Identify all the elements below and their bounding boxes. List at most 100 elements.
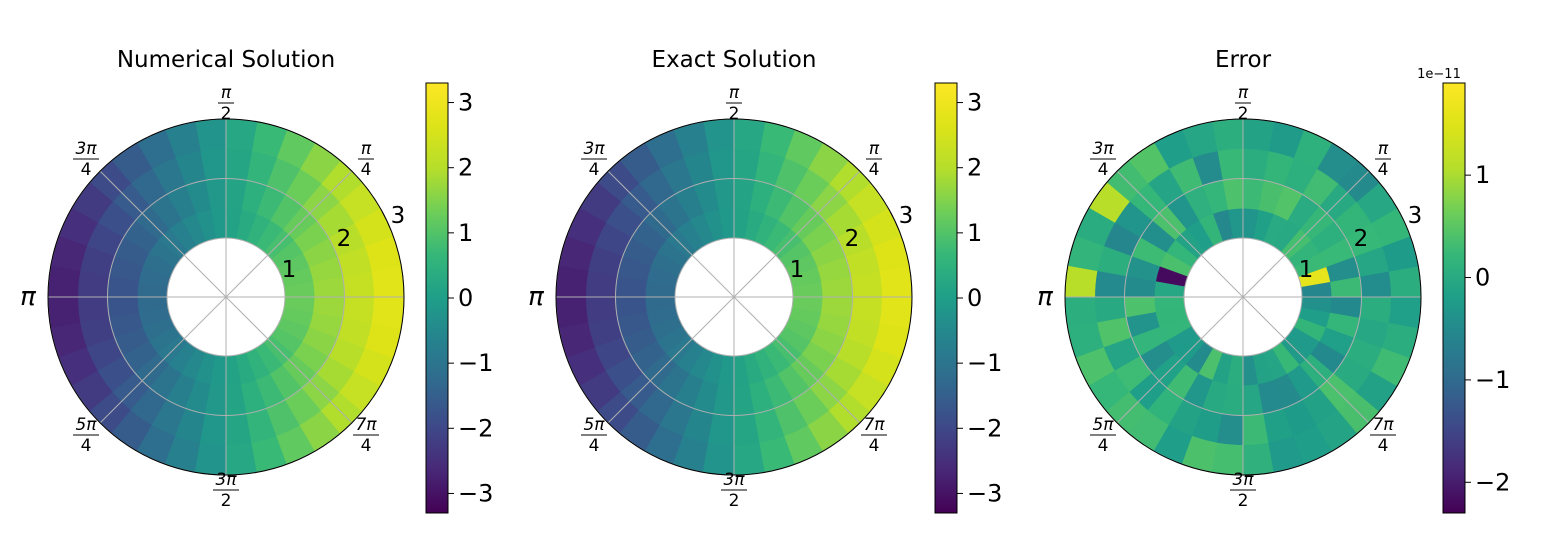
colorbar-tick-label: 1 bbox=[458, 219, 473, 247]
colorbar-tick-label: −3 bbox=[458, 479, 493, 507]
svg-text:3π: 3π bbox=[723, 470, 745, 490]
svg-text:π: π bbox=[729, 83, 740, 103]
polar-plot: 1 2 3 π π 2 π 4 3π 4 bbox=[20, 83, 405, 511]
svg-text:π: π bbox=[869, 139, 880, 159]
svg-text:5π: 5π bbox=[1092, 415, 1114, 435]
angular-grid-line bbox=[225, 170, 353, 298]
angular-grid-line bbox=[607, 170, 735, 298]
radial-tick-label: 3 bbox=[391, 203, 406, 229]
colorbar-tick-label: 3 bbox=[458, 89, 473, 117]
angular-grid-line bbox=[733, 170, 861, 298]
theta-label-3pi-over-4: 3π 4 bbox=[1090, 139, 1116, 180]
heatmap-cells bbox=[555, 118, 913, 476]
polar-grid bbox=[47, 118, 405, 476]
colorbar: 1e−11 1 0 −1 −2 bbox=[1417, 67, 1510, 514]
svg-text:3π: 3π bbox=[75, 139, 97, 159]
colorbar-gradient bbox=[425, 82, 449, 514]
panel-error: Error 1 2 3 π π 2 π 4 bbox=[1037, 47, 1510, 514]
panel-numerical: Numerical Solution 1 2 3 π π 2 π bbox=[20, 47, 493, 514]
radial-tick-label: 2 bbox=[845, 226, 860, 252]
theta-label-7pi-over-4: 7π 4 bbox=[861, 415, 887, 456]
svg-text:5π: 5π bbox=[75, 415, 97, 435]
theta-label-3pi-over-4: 3π 4 bbox=[73, 139, 99, 180]
svg-text:2: 2 bbox=[729, 491, 740, 511]
radial-tick-label: 2 bbox=[337, 226, 352, 252]
colorbar-tick-label: 3 bbox=[967, 89, 982, 117]
heatmap-cell bbox=[1388, 265, 1422, 298]
polar-frame bbox=[1064, 118, 1422, 476]
polar-plot: 1 2 3 π π 2 π 4 3π 4 bbox=[528, 83, 913, 511]
colorbar-tick-label: 0 bbox=[458, 284, 473, 312]
angular-grid-line bbox=[1116, 170, 1244, 298]
polar-grid bbox=[555, 118, 913, 476]
angular-grid-line bbox=[1242, 170, 1370, 298]
theta-label-7pi-over-4: 7π 4 bbox=[353, 415, 379, 456]
colorbar-ticks: 3 2 1 0 −1 −2 −3 bbox=[448, 89, 493, 507]
svg-text:4: 4 bbox=[361, 436, 372, 456]
svg-text:4: 4 bbox=[81, 436, 92, 456]
colorbar-tick-label: −3 bbox=[967, 479, 1002, 507]
theta-label-3pi-over-2: 3π 2 bbox=[213, 470, 239, 511]
theta-label-5pi-over-4: 5π 4 bbox=[73, 415, 99, 456]
angular-grid-line bbox=[99, 296, 227, 424]
colorbar-tick-label: −2 bbox=[1475, 468, 1510, 496]
panel-title: Exact Solution bbox=[652, 47, 817, 73]
colorbar-ticks: 1 0 −1 −2 bbox=[1465, 161, 1510, 496]
polar-plot: 1 2 3 π π 2 π 4 3π 4 bbox=[1037, 83, 1422, 511]
colorbar-tick-label: −2 bbox=[967, 414, 1002, 442]
radial-tick-label: 3 bbox=[1408, 203, 1423, 229]
polar-grid bbox=[1064, 118, 1422, 476]
theta-label-pi: π bbox=[528, 282, 544, 312]
svg-text:π: π bbox=[361, 139, 372, 159]
colorbar-tick-label: 0 bbox=[1475, 264, 1490, 292]
svg-text:7π: 7π bbox=[355, 415, 377, 435]
radial-tick-labels: 1 2 3 bbox=[282, 203, 406, 283]
theta-label-pi-over-4: π 4 bbox=[866, 139, 882, 180]
radial-tick-label: 2 bbox=[1354, 226, 1369, 252]
angular-grid-line bbox=[99, 170, 227, 298]
radial-tick-labels: 1 2 3 bbox=[790, 203, 914, 283]
svg-text:4: 4 bbox=[869, 160, 880, 180]
colorbar-offset-label: 1e−11 bbox=[1417, 67, 1461, 82]
colorbar-gradient bbox=[934, 82, 958, 514]
panel-exact: Exact Solution 1 2 3 π π 2 π 4 bbox=[528, 47, 1002, 514]
theta-label-pi-over-4: π 4 bbox=[1375, 139, 1391, 180]
svg-text:4: 4 bbox=[81, 160, 92, 180]
heatmap-cell bbox=[555, 265, 589, 298]
svg-text:4: 4 bbox=[589, 160, 600, 180]
heatmap-cell bbox=[879, 265, 913, 298]
radial-tick-label: 1 bbox=[1299, 257, 1314, 283]
colorbar-tick-label: 0 bbox=[967, 284, 982, 312]
colorbar-ticks: 3 2 1 0 −1 −2 −3 bbox=[957, 89, 1002, 507]
svg-text:4: 4 bbox=[1378, 160, 1389, 180]
colorbar-tick-label: −1 bbox=[458, 349, 493, 377]
colorbar: 3 2 1 0 −1 −2 −3 bbox=[425, 82, 493, 514]
svg-text:3π: 3π bbox=[1232, 470, 1254, 490]
svg-text:5π: 5π bbox=[583, 415, 605, 435]
heatmap-cell bbox=[1064, 265, 1098, 298]
theta-label-5pi-over-4: 5π 4 bbox=[581, 415, 607, 456]
svg-text:2: 2 bbox=[1238, 491, 1249, 511]
colorbar-gradient bbox=[1442, 82, 1466, 514]
theta-label-3pi-over-4: 3π 4 bbox=[581, 139, 607, 180]
svg-text:4: 4 bbox=[869, 436, 880, 456]
colorbar-tick-label: −1 bbox=[1475, 366, 1510, 394]
svg-text:4: 4 bbox=[589, 436, 600, 456]
panel-title: Error bbox=[1215, 47, 1272, 73]
theta-label-3pi-over-2: 3π 2 bbox=[721, 470, 747, 511]
angular-grid-line bbox=[733, 296, 861, 424]
angular-tick-labels: π π 2 π 4 3π 4 5π bbox=[20, 83, 379, 511]
angular-grid-line bbox=[225, 296, 353, 424]
heatmap-cell bbox=[47, 265, 81, 298]
colorbar-tick-label: 2 bbox=[458, 154, 473, 182]
polar-frame bbox=[555, 118, 913, 476]
svg-text:4: 4 bbox=[1098, 436, 1109, 456]
colorbar-tick-label: 2 bbox=[967, 154, 982, 182]
heatmap-cell bbox=[371, 296, 405, 329]
colorbar-tick-label: −2 bbox=[458, 414, 493, 442]
angular-grid-line bbox=[1116, 296, 1244, 424]
svg-text:4: 4 bbox=[361, 160, 372, 180]
svg-text:4: 4 bbox=[1378, 436, 1389, 456]
theta-label-5pi-over-4: 5π 4 bbox=[1090, 415, 1116, 456]
